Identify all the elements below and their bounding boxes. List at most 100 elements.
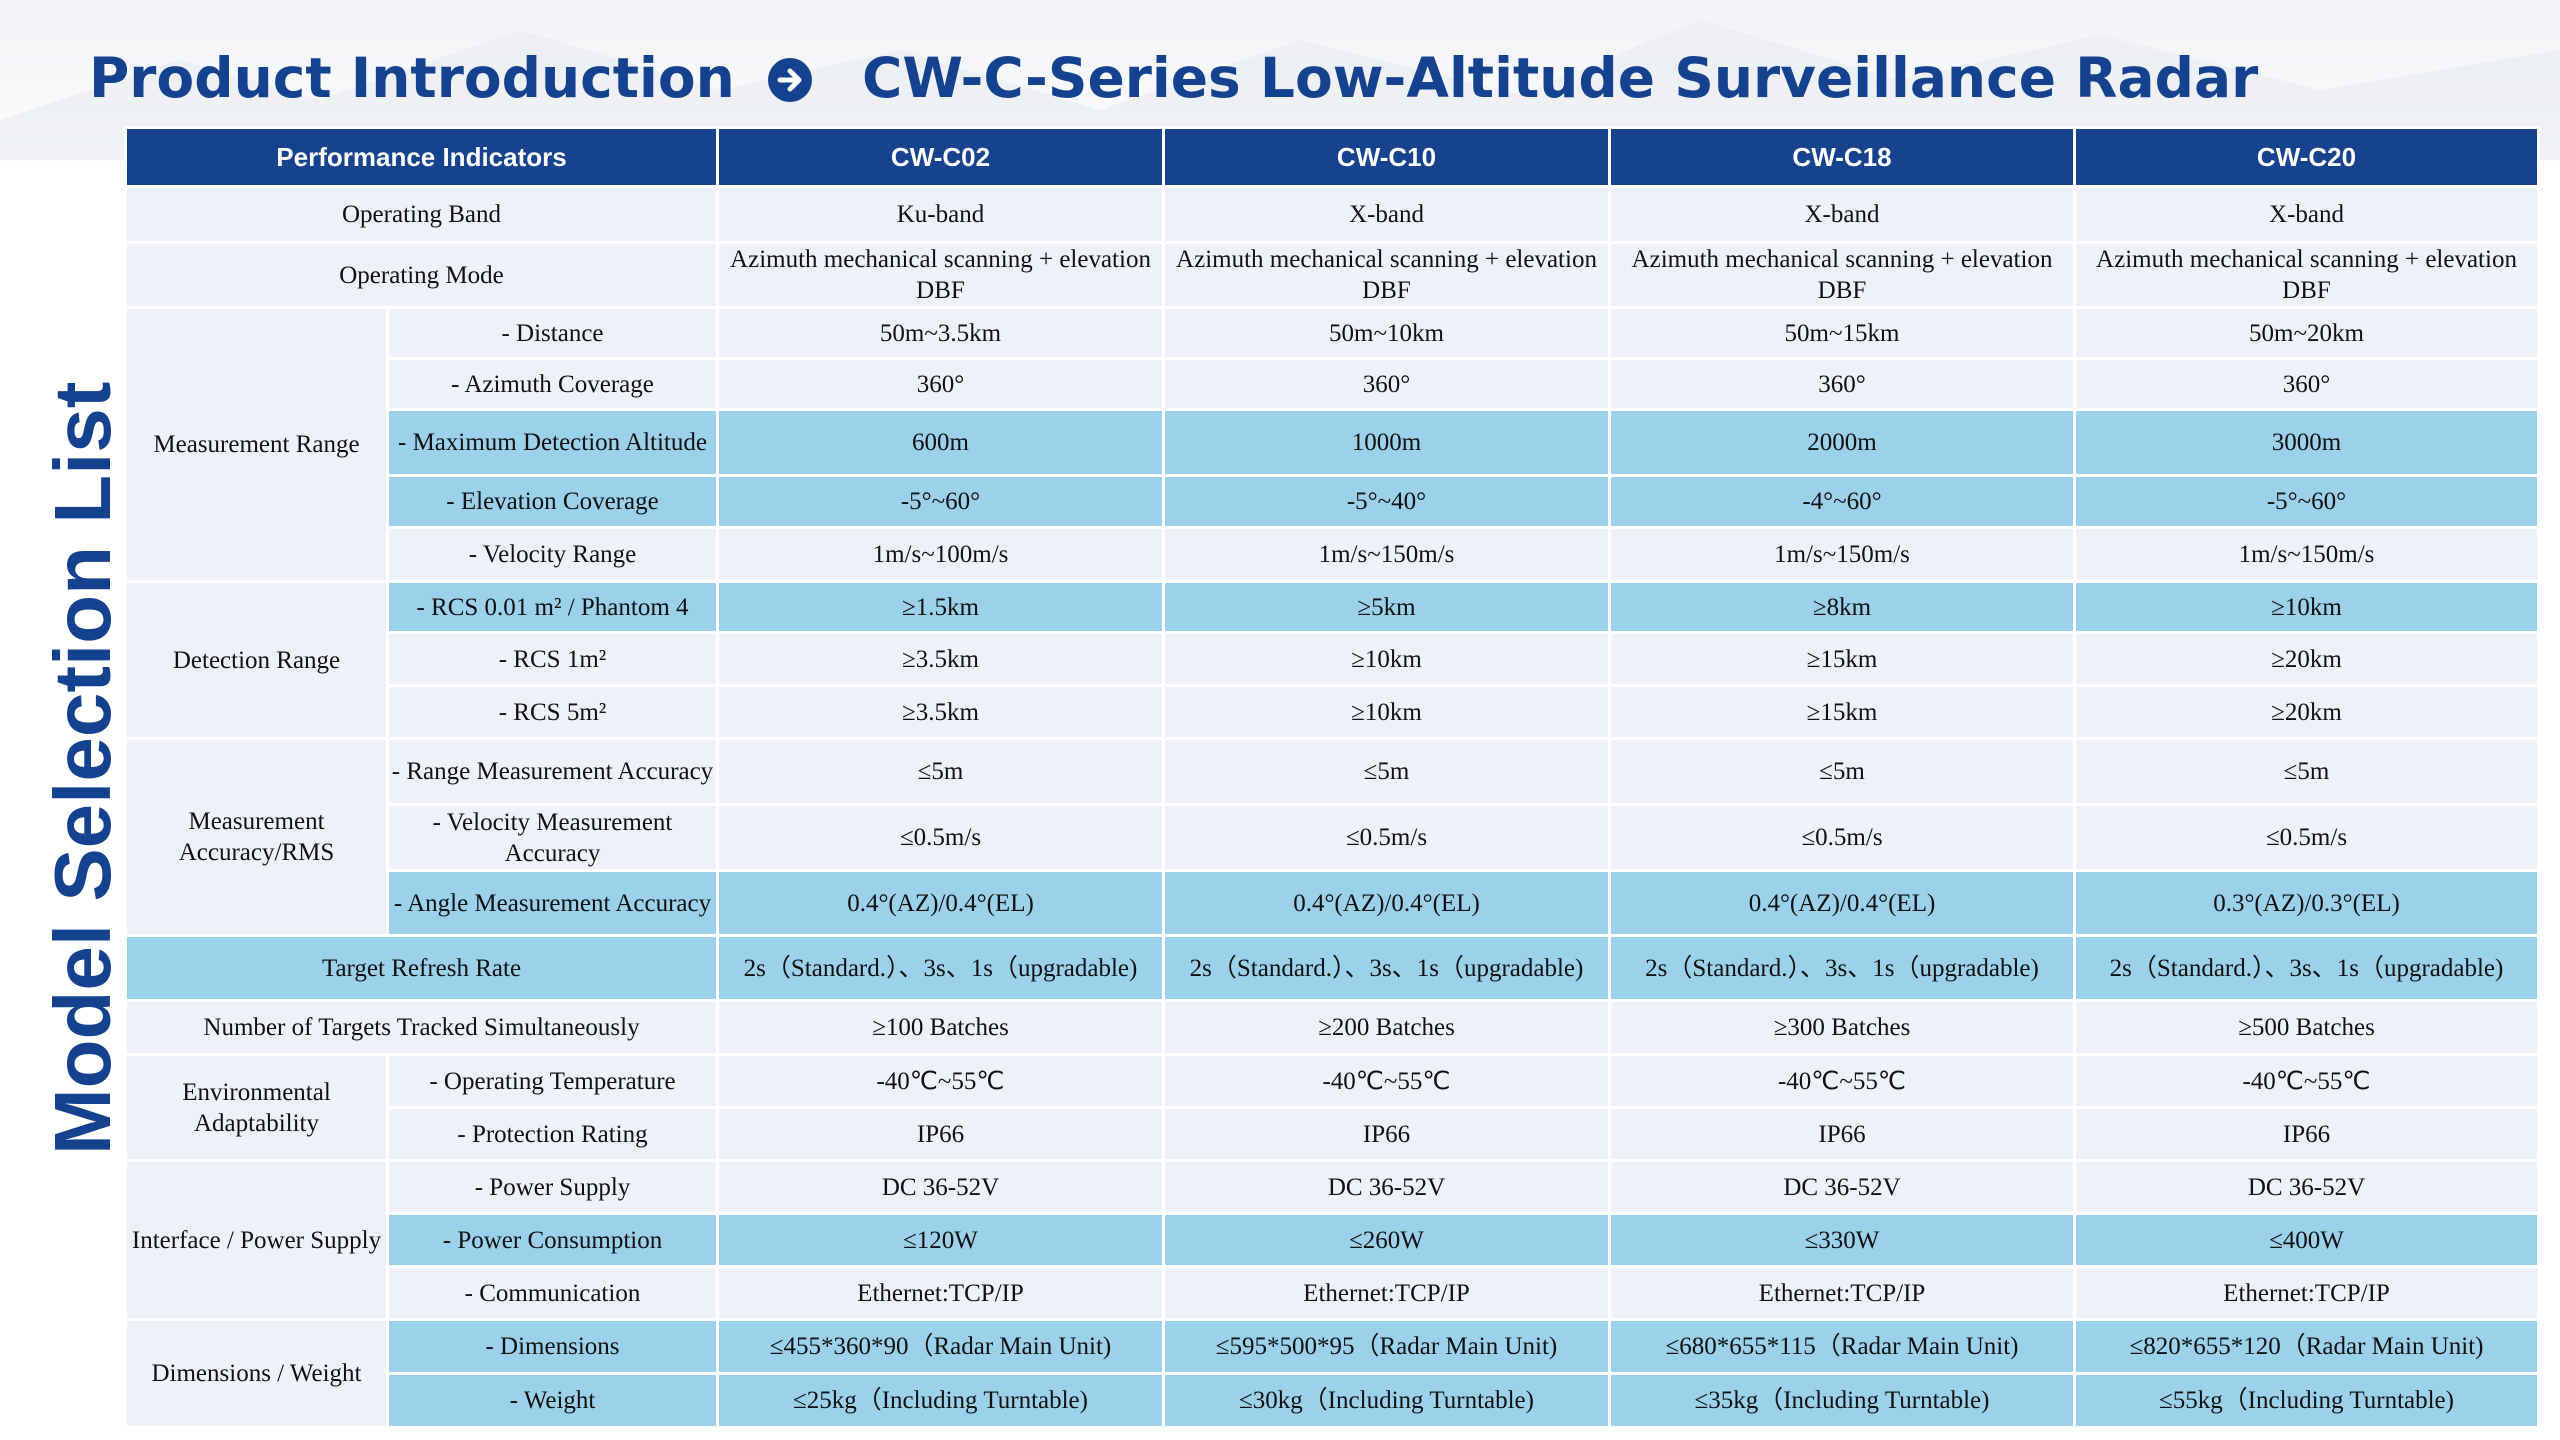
table-cell: ≥8km (1608, 580, 2076, 634)
table-cell: 360° (1608, 357, 2076, 411)
table-row: - Angle Measurement Accuracy 0.4°(AZ)/0.… (126, 869, 2540, 937)
table-row: - RCS 5m² ≥3.5km ≥10km ≥15km ≥20km (126, 684, 2540, 740)
table-cell: ≥3.5km (716, 684, 1165, 740)
table-cell: 1m/s~150m/s (1608, 526, 2076, 583)
table-cell: X-band (1608, 185, 2076, 244)
table-row: - Protection Rating IP66 IP66 IP66 IP66 (126, 1106, 2540, 1162)
table-row: - Velocity Range 1m/s~100m/s 1m/s~150m/s… (126, 526, 2540, 583)
group-label: Environmental Adaptability (124, 1053, 389, 1162)
table-cell: X-band (1162, 185, 1611, 244)
table-row: - Weight ≤25kg（Including Turntable) ≤30k… (126, 1372, 2540, 1429)
row-label: - Angle Measurement Accuracy (386, 869, 719, 937)
table-cell: ≤5m (2073, 737, 2540, 806)
table-cell: 50m~10km (1162, 306, 1611, 360)
table-cell: ≥15km (1608, 684, 2076, 740)
table-row: Operating Mode Azimuth mechanical scanni… (124, 241, 2540, 309)
row-label: - Operating Temperature (386, 1053, 719, 1109)
row-label: - Power Consumption (386, 1212, 719, 1268)
column-header: CW-C10 (1162, 126, 1611, 188)
table-cell: DC 36-52V (2073, 1159, 2540, 1215)
table-cell: ≤25kg（Including Turntable) (716, 1372, 1165, 1429)
table-cell: 0.3°(AZ)/0.3°(EL) (2073, 869, 2540, 937)
table-cell: Ethernet:TCP/IP (716, 1265, 1165, 1321)
table-cell: DC 36-52V (1608, 1159, 2076, 1215)
group-label: Interface / Power Supply (124, 1159, 389, 1321)
row-label: - Elevation Coverage (386, 474, 719, 529)
group-label: Measurement Range (124, 306, 389, 583)
table-cell: ≤5m (716, 737, 1165, 806)
table-cell: ≥5km (1162, 580, 1611, 634)
table-cell: 50m~20km (2073, 306, 2540, 360)
table-row: - RCS 1m² ≥3.5km ≥10km ≥15km ≥20km (126, 631, 2540, 687)
table-cell: ≥15km (1608, 631, 2076, 687)
table-cell: 360° (2073, 357, 2540, 411)
table-cell: -40℃~55℃ (1162, 1053, 1611, 1109)
table-cell: ≥3.5km (716, 631, 1165, 687)
row-label: - Communication (386, 1265, 719, 1321)
table-cell: ≤0.5m/s (1608, 803, 2076, 872)
table-cell: ≥10km (2073, 580, 2540, 634)
table-cell: DC 36-52V (716, 1159, 1165, 1215)
table-cell: -5°~60° (2073, 474, 2540, 529)
column-header: Performance Indicators (124, 126, 719, 188)
table-cell: 1000m (1162, 408, 1611, 477)
table-cell: ≤820*655*120（Radar Main Unit) (2073, 1318, 2540, 1375)
table-cell: 3000m (2073, 408, 2540, 477)
table-cell: 1m/s~150m/s (2073, 526, 2540, 583)
circle-arrow-right-icon (768, 58, 812, 102)
row-label: - Weight (386, 1372, 719, 1429)
table-cell: ≥300 Batches (1608, 999, 2076, 1056)
table-row: Interface / Power Supply - Power Supply … (124, 1159, 2540, 1321)
table-cell: ≥200 Batches (1162, 999, 1611, 1056)
table-row: - Elevation Coverage -5°~60° -5°~40° -4°… (126, 474, 2540, 529)
table-row: Dimensions / Weight - Dimensions ≤455*36… (124, 1318, 2540, 1429)
table-cell: IP66 (716, 1106, 1165, 1162)
table-cell: ≤400W (2073, 1212, 2540, 1268)
table-cell: X-band (2073, 185, 2540, 244)
table-cell: Ethernet:TCP/IP (1162, 1265, 1611, 1321)
page-title: Product Introduction (89, 46, 735, 110)
row-label: - Maximum Detection Altitude (386, 408, 719, 477)
table-cell: IP66 (2073, 1106, 2540, 1162)
row-label: - RCS 1m² (386, 631, 719, 687)
table-row: - Velocity Measurement Accuracy ≤0.5m/s … (126, 803, 2540, 872)
table-row: Measurement Accuracy/RMS - Range Measure… (124, 737, 2540, 937)
table-cell: ≤5m (1162, 737, 1611, 806)
table-header-row: Performance Indicators CW-C02 CW-C10 CW-… (124, 126, 2540, 188)
table-row: Target Refresh Rate 2s（Standard.）、3s、1s（… (124, 934, 2540, 1002)
table-cell: -40℃~55℃ (716, 1053, 1165, 1109)
table-cell: ≤120W (716, 1212, 1165, 1268)
table-cell: IP66 (1608, 1106, 2076, 1162)
table-cell: ≤5m (1608, 737, 2076, 806)
table-row: Environmental Adaptability - Operating T… (124, 1053, 2540, 1162)
table-cell: ≤35kg（Including Turntable) (1608, 1372, 2076, 1429)
table-cell: ≥10km (1162, 631, 1611, 687)
row-label: Operating Band (124, 185, 719, 244)
table-cell: Azimuth mechanical scanning + elevation … (1608, 241, 2076, 309)
title-bar: Product Introduction CW-C-Series Low-Alt… (0, 40, 2560, 120)
table-cell: ≥100 Batches (716, 999, 1165, 1056)
group-label: Measurement Accuracy/RMS (124, 737, 389, 937)
table-cell: 1m/s~150m/s (1162, 526, 1611, 583)
group-label: Dimensions / Weight (124, 1318, 389, 1429)
row-label: - Distance (386, 306, 719, 360)
row-label: - Power Supply (386, 1159, 719, 1215)
table-cell: ≥10km (1162, 684, 1611, 740)
table-cell: 2s（Standard.）、3s、1s（upgradable) (1162, 934, 1611, 1002)
table-cell: 2s（Standard.）、3s、1s（upgradable) (2073, 934, 2540, 1002)
table-cell: 50m~15km (1608, 306, 2076, 360)
table-cell: IP66 (1162, 1106, 1611, 1162)
table-cell: ≤595*500*95（Radar Main Unit) (1162, 1318, 1611, 1375)
row-label: - RCS 0.01 m² / Phantom 4 (386, 580, 719, 634)
row-label: - Dimensions (386, 1318, 719, 1375)
side-title: Model Selection List (38, 381, 127, 1155)
table-cell: 600m (716, 408, 1165, 477)
table-cell: 1m/s~100m/s (716, 526, 1165, 583)
table-cell: Ku-band (716, 185, 1165, 244)
table-cell: 0.4°(AZ)/0.4°(EL) (1162, 869, 1611, 937)
table-row: - Communication Ethernet:TCP/IP Ethernet… (126, 1265, 2540, 1321)
table-cell: 360° (716, 357, 1165, 411)
table-cell: ≥20km (2073, 631, 2540, 687)
row-label: - Range Measurement Accuracy (386, 737, 719, 806)
table-cell: -40℃~55℃ (1608, 1053, 2076, 1109)
